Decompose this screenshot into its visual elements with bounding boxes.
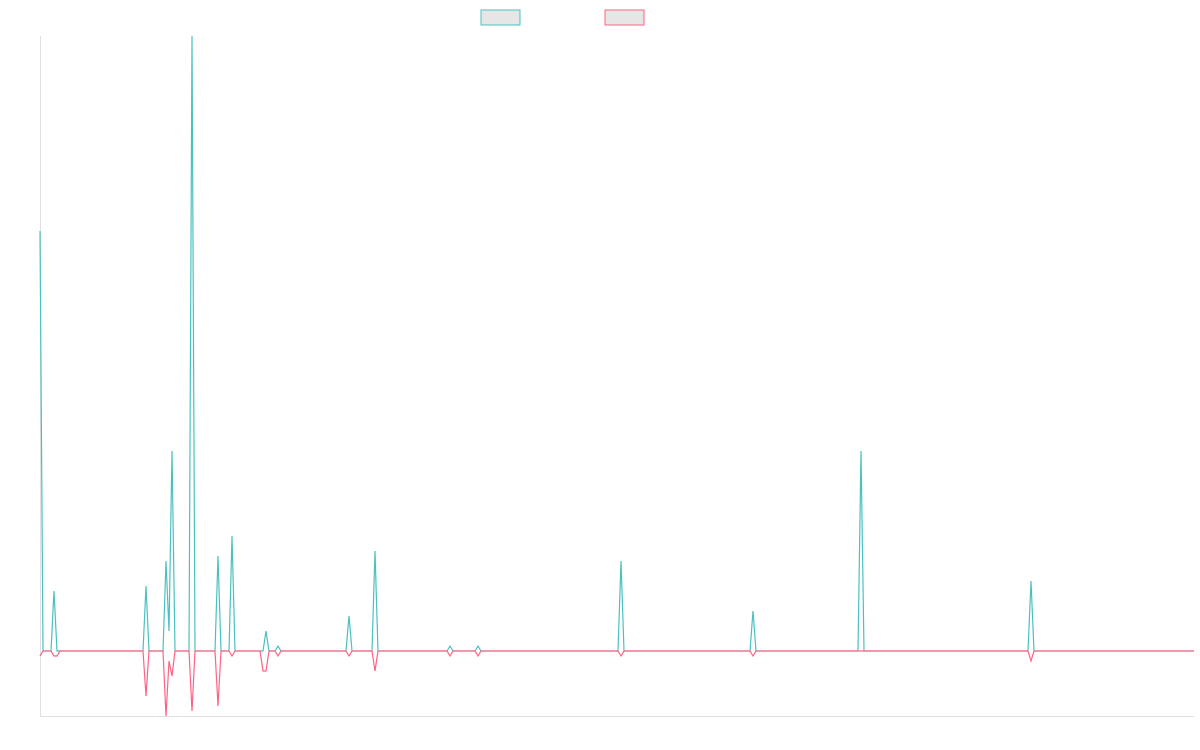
legend-swatch [604,9,645,26]
series-line [39,35,1194,652]
series-line [39,650,1194,717]
legend-swatch [480,9,521,26]
